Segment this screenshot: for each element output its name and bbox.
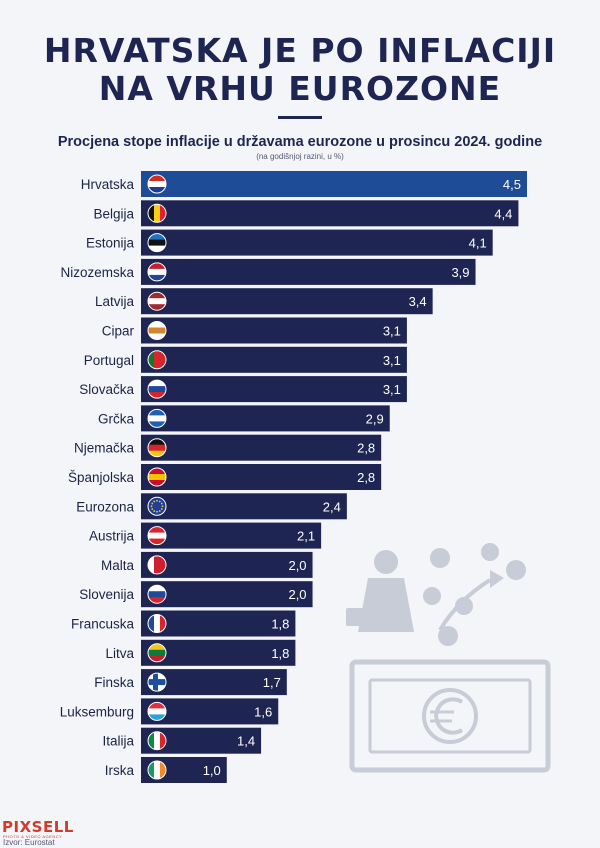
value-label: 4,1 — [469, 236, 487, 251]
flag-lithuania-icon — [147, 643, 167, 663]
bar-3 — [141, 258, 476, 285]
flag-slovakia-icon — [147, 379, 167, 399]
value-label: 2,8 — [357, 470, 375, 485]
bar-2 — [141, 229, 493, 256]
flag-netherlands-icon — [147, 262, 167, 282]
person-icon — [374, 550, 398, 574]
category-label: Eurozona — [76, 499, 134, 514]
value-label: 3,1 — [383, 324, 401, 339]
category-label: Estonija — [86, 236, 135, 251]
category-label: Francuska — [71, 617, 135, 632]
title-line-2: NA VRHU EUROZONE — [98, 69, 502, 108]
bar-1 — [141, 200, 519, 227]
chart-unit-note: (na godišnjoj razini, u %) — [256, 152, 344, 161]
flag-austria-icon — [147, 526, 167, 546]
category-label: Portugal — [84, 353, 134, 368]
value-label: 3,9 — [451, 265, 469, 280]
category-label: Hrvatska — [81, 177, 135, 192]
category-label: Malta — [101, 558, 135, 573]
bar-16 — [141, 639, 296, 666]
pixsell-logo: PIXSELL — [2, 818, 74, 836]
category-label: Slovenija — [79, 587, 134, 602]
flag-france-icon — [147, 614, 167, 633]
category-label: Latvija — [95, 294, 135, 309]
source-note: Izvor: Eurostat — [3, 838, 55, 847]
category-label: Litva — [105, 646, 134, 661]
title-divider — [278, 116, 322, 119]
flag-greece-icon — [147, 408, 167, 428]
category-label: Njemačka — [74, 441, 135, 456]
value-label: 3,1 — [383, 353, 401, 368]
flag-belgium-icon — [147, 203, 167, 223]
title-line-1: HRVATSKA JE PO INFLACIJI — [43, 31, 557, 70]
flag-malta-icon — [147, 555, 167, 575]
category-label: Luksemburg — [60, 704, 134, 719]
inflation-illustration — [346, 543, 551, 773]
bar-6 — [141, 346, 407, 373]
flag-portugal-icon — [147, 350, 167, 370]
value-label: 1,0 — [203, 763, 221, 778]
page-title: HRVATSKA JE PO INFLACIJI NA VRHU EUROZON… — [0, 32, 600, 108]
value-label: 2,0 — [288, 587, 306, 602]
logo-tagline: PHOTO & VIDEO AGENCY — [3, 834, 63, 839]
bar-4 — [141, 288, 433, 315]
bar-5 — [141, 317, 407, 344]
category-label: Španjolska — [68, 470, 135, 485]
value-label: 1,8 — [271, 617, 289, 632]
bar-13 — [141, 551, 313, 578]
category-label: Cipar — [102, 324, 135, 339]
value-label: 4,4 — [494, 206, 512, 221]
value-label: 4,5 — [503, 177, 521, 192]
category-label: Slovačka — [79, 382, 134, 397]
flag-slovenia-icon — [147, 584, 167, 604]
flag-cyprus-icon — [147, 321, 167, 340]
category-label: Nizozemska — [60, 265, 134, 280]
category-label: Irska — [105, 763, 135, 778]
value-label: 2,1 — [297, 529, 315, 544]
flag-estonia-icon — [147, 233, 167, 253]
category-label: Belgija — [93, 206, 134, 221]
category-label: Austrija — [89, 529, 135, 544]
flag-luxembourg-icon — [147, 701, 167, 721]
category-label: Italija — [102, 734, 134, 749]
value-label: 3,4 — [409, 294, 427, 309]
value-label: 1,7 — [263, 675, 281, 690]
bar-9 — [141, 434, 382, 461]
value-label: 3,1 — [383, 382, 401, 397]
flag-ireland-icon — [147, 760, 167, 780]
bar-14 — [141, 581, 313, 608]
value-label: 2,0 — [288, 558, 306, 573]
flag-italy-icon — [147, 731, 167, 751]
bar-12 — [141, 522, 322, 549]
value-label: 2,4 — [323, 499, 341, 514]
category-label: Finska — [94, 675, 134, 690]
category-label: Grčka — [98, 411, 134, 426]
flag-eu-icon — [147, 496, 167, 516]
bar-8 — [141, 405, 390, 432]
value-label: 1,4 — [237, 734, 255, 749]
flag-germany-icon — [147, 438, 167, 458]
value-label: 1,8 — [271, 646, 289, 661]
value-label: 2,9 — [366, 411, 384, 426]
bar-11 — [141, 493, 347, 520]
banknote-icon — [349, 659, 551, 773]
bar-10 — [141, 464, 382, 490]
chart-title: Procjena stope inflacije u državama euro… — [57, 134, 543, 150]
flag-finland-icon — [147, 672, 167, 692]
value-label: 1,6 — [254, 704, 272, 719]
flag-spain-icon — [147, 467, 167, 487]
bar-0 — [141, 171, 527, 197]
value-label: 2,8 — [357, 441, 375, 456]
flag-croatia-icon — [147, 174, 167, 194]
bar-7 — [141, 376, 407, 403]
flag-latvia-icon — [147, 291, 167, 311]
bar-15 — [141, 610, 296, 637]
